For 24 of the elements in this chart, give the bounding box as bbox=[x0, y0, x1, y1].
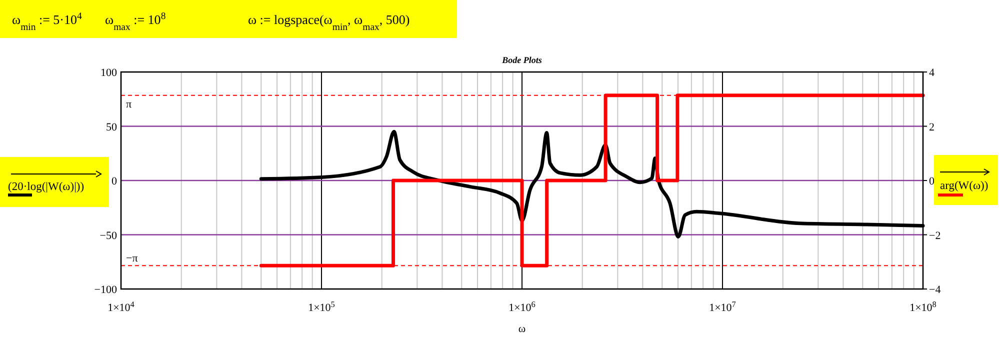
y-tick-label: −100 bbox=[94, 284, 118, 296]
y-axis-title: (20·log(|W(ω)|)) bbox=[8, 181, 84, 193]
y2-tick-label: 2 bbox=[929, 121, 934, 134]
y-tick-label: 100 bbox=[100, 67, 118, 79]
y2-tick-label: 0 bbox=[929, 176, 935, 188]
y-tick-label: −50 bbox=[100, 230, 118, 242]
text: ω$_{min}$ := 5·10$^{4}$ bbox=[12, 10, 82, 32]
text: ω := logspace(ω$_{min}$, ω$_{max}$, 500) bbox=[248, 12, 410, 32]
y2-tick-label: −4 bbox=[929, 284, 942, 296]
text: ω$_{max}$ := 10$^{8}$ bbox=[105, 10, 166, 32]
ref-line-label: π bbox=[126, 98, 132, 110]
y2-tick-label: 4 bbox=[929, 67, 935, 79]
x-axis-title: ω bbox=[518, 323, 526, 335]
y-tick-label: 0 bbox=[112, 176, 118, 188]
x-tick-label: 1×10$^{5}$ bbox=[308, 300, 335, 314]
ref-line-label: −π bbox=[126, 252, 138, 265]
y-tick-label: 50 bbox=[106, 121, 118, 134]
x-tick-label: 1×10$^{6}$ bbox=[508, 300, 536, 314]
y2-axis-title: arg(W(ω)) bbox=[940, 180, 988, 192]
x-tick-label: 1×10$^{7}$ bbox=[709, 300, 736, 314]
y2-tick-label: −2 bbox=[929, 230, 941, 242]
x-tick-label: 1×10$^{8}$ bbox=[910, 300, 936, 314]
chart-title: Bode Plots bbox=[501, 55, 542, 65]
x-tick-label: 1×10$^{4}$ bbox=[108, 300, 134, 314]
